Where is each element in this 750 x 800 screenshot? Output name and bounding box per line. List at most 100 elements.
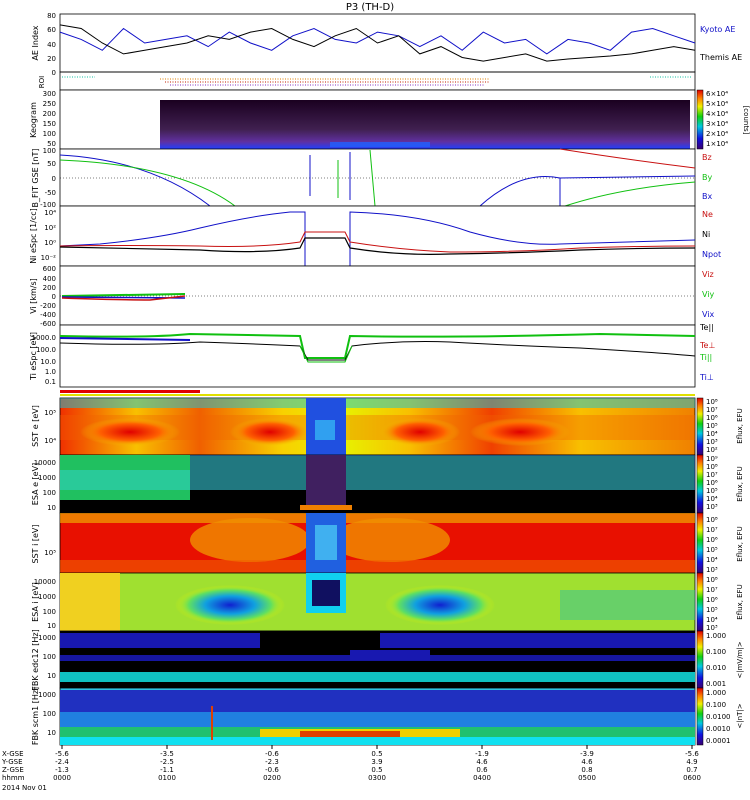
keogram-ylabel: Keogram (29, 102, 38, 138)
ae-ylabel: AE Index (31, 25, 40, 60)
svg-text:Bx: Bx (702, 192, 712, 201)
svg-text:200: 200 (43, 284, 56, 292)
time-tick-label: 0400 (473, 774, 491, 782)
time-tick-label: 0.5 (371, 750, 382, 758)
svg-text:Viz: Viz (702, 270, 714, 279)
date-label: 2014 Nov 01 (2, 784, 47, 792)
svg-text:0.0100: 0.0100 (706, 713, 731, 721)
svg-text:Vix: Vix (702, 310, 715, 319)
panel-esa-e: ESA e [eV] 10000 1000 100 10 10⁹ 10⁸ 10⁷… (31, 454, 744, 514)
ae-kyoto-line (59, 27, 696, 55)
svg-text:0.100: 0.100 (706, 701, 726, 709)
time-tick-label: 4.6 (476, 758, 488, 766)
svg-text:1000: 1000 (38, 634, 56, 642)
row-label-hhmm: hhmm (2, 774, 25, 782)
time-tick-label: -2.4 (55, 758, 69, 766)
time-tick-label: 0000 (53, 774, 71, 782)
svg-text:10⁷: 10⁷ (706, 586, 718, 594)
svg-text:10³: 10³ (706, 438, 718, 446)
legend-kyoto-ae: Kyoto AE (700, 25, 735, 34)
svg-text:Ne: Ne (702, 210, 713, 219)
time-tick-label: -5.6 (685, 750, 699, 758)
svg-text:0.0010: 0.0010 (706, 725, 731, 733)
svg-text:-100: -100 (40, 201, 56, 209)
svg-text:100: 100 (43, 147, 56, 155)
svg-text:10⁴: 10⁴ (706, 616, 718, 624)
svg-text:10⁰: 10⁰ (44, 239, 56, 247)
svg-text:Viy: Viy (702, 290, 715, 299)
svg-text:10⁸: 10⁸ (706, 516, 718, 524)
svg-text:Eflux, EFU: Eflux, EFU (736, 526, 744, 561)
svg-text:10³: 10³ (706, 566, 718, 574)
svg-text:150: 150 (43, 120, 56, 128)
svg-text:0.1: 0.1 (45, 378, 56, 386)
time-tick-label: 0.7 (686, 766, 697, 774)
svg-text:ESA i [eV]: ESA i [eV] (31, 582, 40, 622)
density-ylabel: Ni eSpc [1/cc] (29, 208, 38, 264)
svg-text:10⁵: 10⁵ (706, 422, 718, 430)
svg-text:1000.0: 1000.0 (32, 334, 57, 342)
svg-text:SST e [eV]: SST e [eV] (31, 405, 40, 447)
svg-text:SST i [eV]: SST i [eV] (31, 525, 40, 564)
svg-text:1×10⁴: 1×10⁴ (706, 140, 728, 148)
time-tick-label: 0.8 (581, 766, 592, 774)
panel-temperature: Ti eSpc [eV] 1000.0 100.0 10.0 1.0 0.1 T… (29, 323, 715, 388)
time-tick-label: -1.3 (55, 766, 69, 774)
svg-text:10³: 10³ (706, 503, 718, 511)
svg-text:10⁵: 10⁵ (706, 546, 718, 554)
svg-text:10⁹: 10⁹ (706, 455, 718, 463)
time-tick-label: -1.1 (160, 766, 174, 774)
svg-text:0: 0 (52, 293, 56, 301)
svg-text:<|nT|>: <|nT|> (736, 703, 744, 728)
time-tick-label: 0500 (578, 774, 596, 782)
panel-esa-i: ESA i [eV] 10000 1000 100 10 10⁸ 10⁷ 10⁶… (31, 572, 744, 632)
time-tick-label: 0600 (683, 774, 701, 782)
svg-text:Ni: Ni (702, 230, 710, 239)
plot-title: P3 (TH-D) (346, 2, 394, 13)
svg-text:100.0: 100.0 (36, 346, 56, 354)
svg-text:600: 600 (43, 265, 56, 273)
svg-text:10⁵: 10⁵ (44, 409, 56, 417)
panel-velocity: Vi [km/s] 600 400 200 0 -200 -400 -600 V… (29, 265, 715, 328)
keogram-cbar-label: [counts] (742, 106, 750, 135)
time-tick-label: 0200 (263, 774, 281, 782)
svg-text:10⁷: 10⁷ (706, 406, 718, 414)
svg-text:10000: 10000 (34, 578, 56, 586)
svg-text:100: 100 (43, 489, 56, 497)
time-tick-label: -3.5 (160, 750, 174, 758)
legend-themis-ae: Themis AE (699, 53, 742, 62)
svg-text:10²: 10² (44, 224, 56, 232)
svg-text:100: 100 (43, 653, 56, 661)
time-tick-label: 4.9 (686, 758, 697, 766)
svg-text:5×10⁴: 5×10⁴ (706, 100, 728, 108)
time-tick-label: -2.3 (265, 758, 279, 766)
time-tick-label: 3.9 (371, 758, 382, 766)
svg-text:10⁸: 10⁸ (706, 576, 718, 584)
svg-text:ESA e [eV]: ESA e [eV] (31, 463, 40, 505)
time-tick-label: 0300 (368, 774, 386, 782)
svg-text:10⁴: 10⁴ (706, 495, 718, 503)
svg-text:1.000: 1.000 (706, 689, 726, 697)
ae-ytick: 0 (52, 69, 56, 77)
svg-text:10⁶: 10⁶ (706, 536, 718, 544)
ae-ytick: 20 (47, 55, 56, 63)
panel-keogram: Keogram 300 250 200 150 100 50 6×10⁴ 5×1… (29, 89, 750, 150)
time-tick-label: -0.6 (265, 750, 279, 758)
svg-text:Eflux, EFU: Eflux, EFU (736, 408, 744, 443)
svg-text:0.010: 0.010 (706, 664, 726, 672)
svg-text:10: 10 (47, 729, 56, 737)
svg-text:50: 50 (47, 140, 56, 148)
svg-text:10⁷: 10⁷ (706, 471, 718, 479)
row-label-y-gse: Y-GSE (1, 758, 23, 766)
svg-text:10: 10 (47, 672, 56, 680)
panel-sst-e: SST e [eV] 10⁵ 10⁴ 10⁸ 10⁷ 10⁶ 10⁵ 10⁴ 1… (31, 397, 744, 456)
svg-text:10⁸: 10⁸ (706, 463, 718, 471)
time-tick-label: 4.6 (581, 758, 593, 766)
svg-text:10⁷: 10⁷ (706, 526, 718, 534)
svg-text:50: 50 (47, 160, 56, 168)
time-tick-label: 0.6 (476, 766, 488, 774)
temperature-ylabel: Ti eSpc [eV] (29, 332, 38, 381)
svg-text:Ti||: Ti|| (699, 353, 712, 362)
svg-text:400: 400 (43, 275, 56, 283)
svg-text:10: 10 (47, 504, 56, 512)
